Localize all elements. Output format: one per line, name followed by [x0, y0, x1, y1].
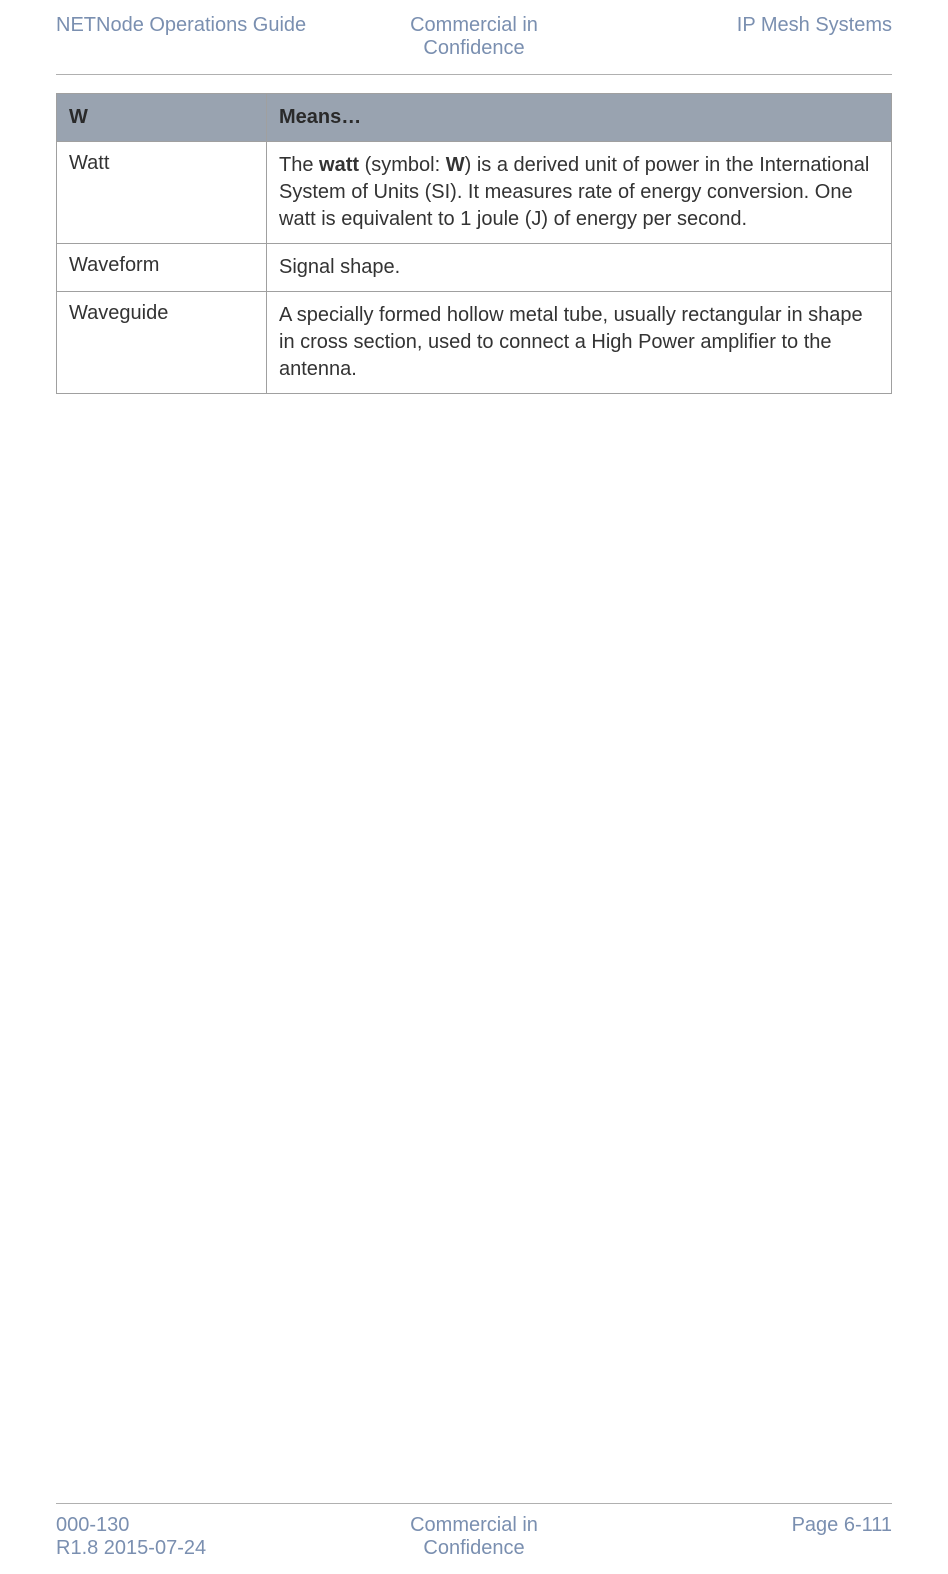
header-left-title: NETNode Operations Guide: [56, 14, 335, 37]
footer-center-line1: Commercial in: [410, 1514, 538, 1536]
term-cell: Watt: [57, 142, 267, 244]
table-row: Waveform Signal shape.: [57, 244, 892, 292]
header-center-line1: Commercial in: [410, 14, 538, 36]
def-bold-symbol: W: [446, 154, 465, 176]
footer-doc-version-date: R1.8 2015-07-24: [56, 1537, 206, 1559]
header-center-line2: Confidence: [423, 37, 524, 59]
definition-text: A specially formed hollow metal tube, us…: [279, 304, 863, 380]
term-cell: Waveguide: [57, 292, 267, 394]
footer-center-classification: Commercial in Confidence: [335, 1514, 614, 1560]
def-bold-term: watt: [319, 154, 359, 176]
definition-text: The watt (symbol: W) is a derived unit o…: [279, 154, 869, 230]
page-header: NETNode Operations Guide Commercial in C…: [56, 0, 892, 75]
table-header-definition: Means…: [267, 94, 892, 142]
table-row: Watt The watt (symbol: W) is a derived u…: [57, 142, 892, 244]
definition-cell: A specially formed hollow metal tube, us…: [267, 292, 892, 394]
def-mid: (symbol:: [359, 154, 446, 176]
footer-page-number: Page 6-111: [613, 1514, 892, 1537]
table-row: Waveguide A specially formed hollow meta…: [57, 292, 892, 394]
header-center-classification: Commercial in Confidence: [335, 14, 614, 60]
def-prefix: The: [279, 154, 319, 176]
header-right-title: IP Mesh Systems: [613, 14, 892, 37]
term-cell: Waveform: [57, 244, 267, 292]
page-footer: 000-130 R1.8 2015-07-24 Commercial in Co…: [56, 1503, 892, 1574]
footer-left-docinfo: 000-130 R1.8 2015-07-24: [56, 1514, 335, 1560]
definition-cell: The watt (symbol: W) is a derived unit o…: [267, 142, 892, 244]
footer-center-line2: Confidence: [423, 1537, 524, 1559]
table-header-row: W Means…: [57, 94, 892, 142]
glossary-table: W Means… Watt The watt (symbol: W) is a …: [56, 93, 892, 394]
definition-cell: Signal shape.: [267, 244, 892, 292]
definition-text: Signal shape.: [279, 256, 400, 278]
footer-doc-number: 000-130: [56, 1514, 129, 1536]
table-header-term: W: [57, 94, 267, 142]
